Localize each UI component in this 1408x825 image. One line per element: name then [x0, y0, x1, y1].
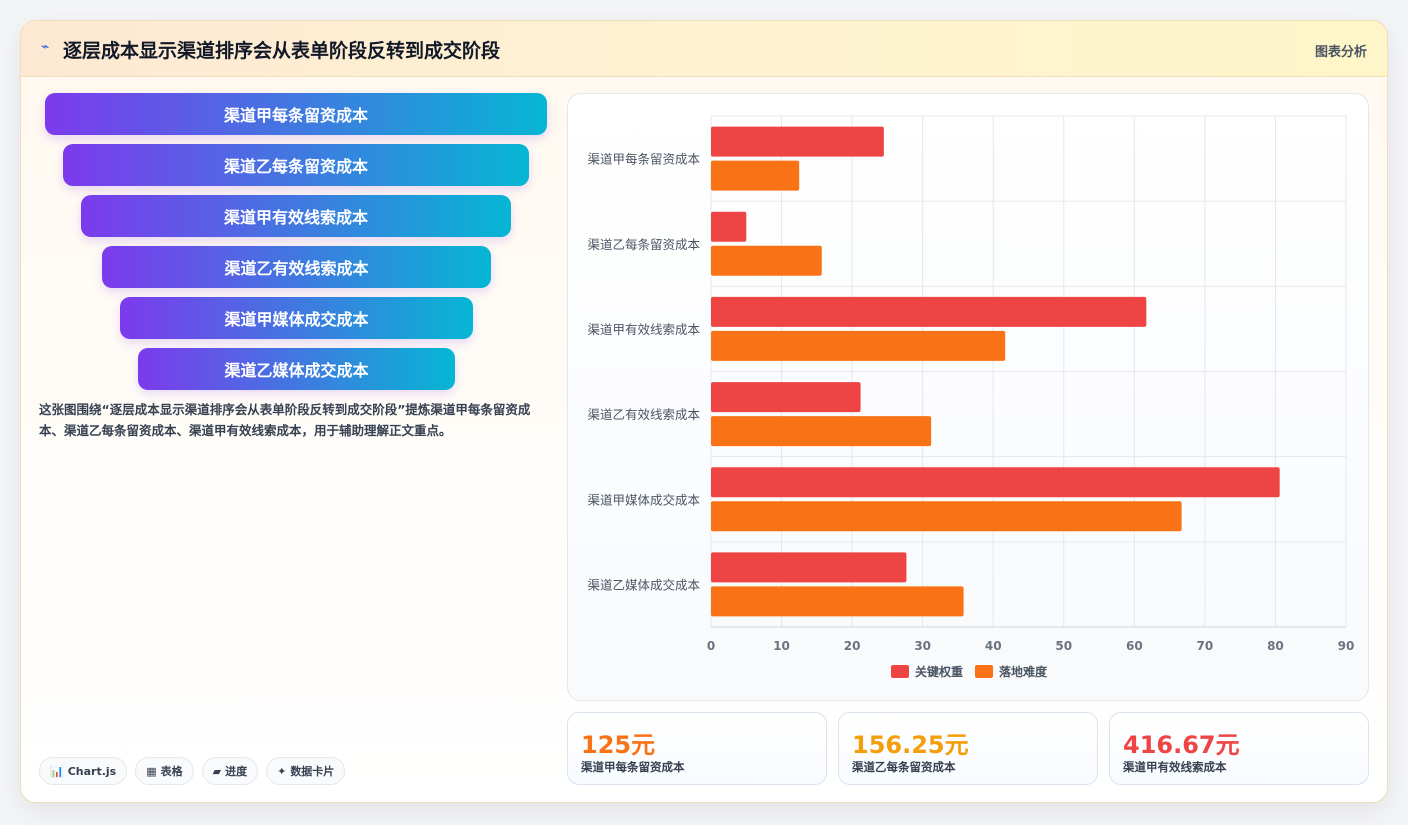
chip-label: 表格	[160, 765, 183, 778]
bar-key-weight	[711, 296, 1147, 327]
description-text: 这张图围绕“逐层成本显示渠道排序会从表单阶段反转到成交阶段”提炼渠道甲每条留资成…	[39, 402, 531, 438]
bar-key-weight	[711, 467, 1280, 498]
bar-chart: 0 10 20 30 40 50 60 70 80 90 渠道甲每条留资成本渠道乙每条留资成本渠道甲…	[587, 115, 1355, 679]
table-icon: ▦	[146, 764, 157, 778]
bar-key-weight	[711, 552, 907, 583]
funnel-step-4: 渠道乙有效线索成本	[102, 246, 491, 288]
kpi-value: 125元	[581, 731, 656, 759]
main-card: ⌁ 逐层成本显示渠道排序会从表单阶段反转到成交阶段 图表分析 渠道甲每条留资成本…	[20, 20, 1388, 803]
header: ⌁ 逐层成本显示渠道排序会从表单阶段反转到成交阶段 图表分析	[21, 21, 1387, 77]
chart-panel: 0 10 20 30 40 50 60 70 80 90 渠道甲每条留资成本 渠道乙每条留资成本 渠道甲…	[567, 93, 1369, 701]
legend-swatch	[891, 665, 909, 678]
kpi-value: 416.67元	[1123, 731, 1240, 759]
chart-analysis-tag[interactable]: 图表分析	[1314, 45, 1367, 60]
x-tick-label: 70	[1197, 639, 1214, 653]
y-tick-label: 渠道乙媒体成交成本	[587, 577, 700, 592]
legend-label: 落地难度	[999, 664, 1048, 679]
funnel-step-2: 渠道乙每条留资成本	[63, 144, 529, 186]
chip-progress[interactable]: ▰ 进度	[201, 757, 259, 785]
chart-trend-icon: ⌁	[41, 39, 50, 55]
bar-difficulty	[711, 501, 1182, 532]
y-tick-label: 渠道甲有效线索成本	[587, 322, 700, 337]
chip-label: 进度	[225, 765, 248, 778]
y-tick-label: 渠道乙有效线索成本	[587, 407, 700, 422]
x-tick-label: 50	[1055, 639, 1072, 653]
y-tick-label: 渠道甲媒体成交成本	[587, 492, 700, 507]
bar-key-weight	[711, 126, 884, 157]
bar-difficulty	[711, 330, 1006, 361]
kpi-label: 渠道甲有效线索成本	[1123, 760, 1227, 774]
progress-icon: ▰	[212, 764, 222, 778]
y-tick-label: 渠道乙每条留资成本	[587, 237, 700, 252]
bar-difficulty	[711, 416, 932, 447]
bar-difficulty	[711, 586, 964, 617]
funnel-step-6: 渠道乙媒体成交成本	[138, 348, 455, 390]
funnel-step-5: 渠道甲媒体成交成本	[120, 297, 473, 339]
bar-key-weight	[711, 211, 747, 242]
chip-label: 数据卡片	[290, 765, 335, 778]
y-tick-label: 渠道甲每条留资成本	[587, 152, 700, 167]
x-tick-label: 20	[844, 639, 861, 653]
bar-difficulty	[711, 160, 800, 191]
sparkle-icon: ✦	[277, 764, 287, 778]
kpi-card-3: 416.67元 渠道甲有效线索成本	[1109, 712, 1369, 785]
x-tick-label: 30	[914, 639, 931, 653]
chip-table[interactable]: ▦ 表格	[135, 757, 194, 785]
funnel-step-1: 渠道甲每条留资成本	[45, 93, 547, 135]
bar-difficulty	[711, 245, 822, 276]
x-tick-label: 60	[1126, 639, 1143, 653]
kpi-card-1: 125元 渠道甲每条留资成本	[567, 712, 827, 785]
feature-chips: 📊 Chart.js ▦ 表格 ▰ 进度 ✦ 数据卡片	[39, 757, 346, 785]
bar-key-weight	[711, 382, 861, 413]
x-tick-label: 90	[1338, 639, 1355, 653]
kpi-label: 渠道乙每条留资成本	[852, 760, 956, 774]
x-tick-label: 80	[1267, 639, 1284, 653]
page-title: 逐层成本显示渠道排序会从表单阶段反转到成交阶段	[63, 40, 501, 62]
chip-chartjs[interactable]: 📊 Chart.js	[39, 757, 128, 785]
kpi-value: 156.25元	[852, 731, 969, 759]
chip-data-card[interactable]: ✦ 数据卡片	[266, 757, 346, 785]
x-tick-label: 40	[985, 639, 1002, 653]
kpi-label: 渠道甲每条留资成本	[581, 760, 685, 774]
legend-label: 关键权重	[915, 664, 963, 679]
funnel-step-3: 渠道甲有效线索成本	[81, 195, 511, 237]
x-tick-label: 0	[707, 639, 715, 653]
chart-icon: 📊	[50, 764, 64, 778]
chip-label: Chart.js	[67, 764, 117, 778]
kpi-card-2: 156.25元 渠道乙每条留资成本	[838, 712, 1098, 785]
legend-swatch	[975, 665, 993, 678]
x-tick-label: 10	[773, 639, 790, 653]
